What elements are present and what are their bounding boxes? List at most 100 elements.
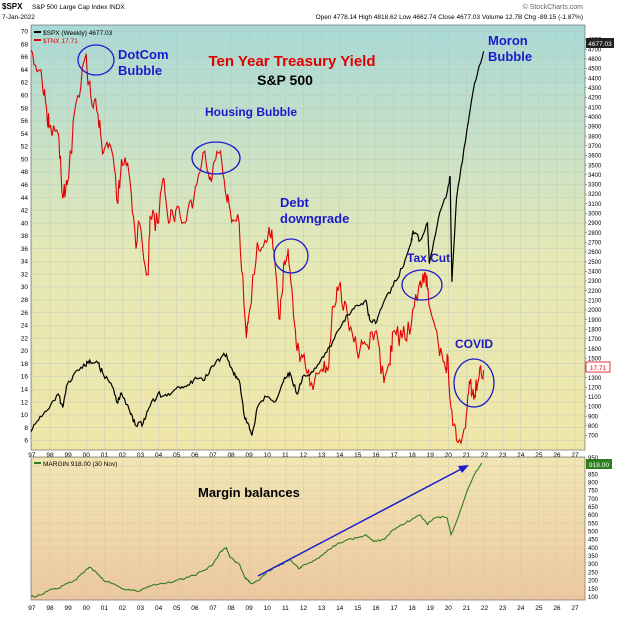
right-tick-label: 1500 [588,356,602,362]
margin-grid [31,457,585,600]
bottom-x-tick-label: 16 [372,605,380,612]
bottom-x-tick-label: 22 [481,605,489,612]
left-tick-label: 68 [21,41,29,48]
margin-right-tick-label: 700 [588,497,599,503]
left-tick-label: 52 [21,144,29,151]
x-tick-label: 25 [535,452,543,459]
tnx-last-badge-box [585,361,611,373]
bottom-x-tick-label: 11 [282,605,289,612]
x-tick-label: 17 [390,452,398,459]
annotation-debt-circle [273,238,309,274]
left-tick-label: 50 [21,156,29,163]
right-axis: 7008009001000110012001300140015001600170… [585,38,602,440]
tnx-last-badge-text: 17.71 [590,365,607,372]
left-tick-label: 64 [21,67,29,74]
bottom-x-tick-label: 05 [173,605,181,612]
left-tick-label: 24 [21,323,29,330]
right-tick-label: 1800 [588,327,602,333]
x-tick-label: 15 [354,452,362,459]
bottom-x-tick-label: 14 [336,605,344,612]
margin-right-tick-label: 350 [588,554,599,560]
header-date: 7-Jan-2022 [2,14,35,21]
left-axis: 6810121416182022242628303234363840424446… [21,29,29,445]
right-tick-label: 3200 [588,192,602,198]
left-tick-label: 22 [21,335,29,342]
left-tick-label: 56 [21,118,29,125]
annotation-covid-label: COVID [455,337,493,351]
x-tick-label: 01 [101,452,109,459]
margin-legend: MARGIN 918.00 (30 Nov) [34,461,117,468]
annotation-dotcom: DotCom Bubble [77,44,169,78]
left-tick-label: 10 [21,412,29,419]
right-tick-label: 2100 [588,298,602,304]
right-tick-label: 2800 [588,231,602,237]
left-tick-label: 34 [21,259,29,266]
left-tick-label: 20 [21,348,29,355]
left-tick-label: 54 [21,131,29,138]
right-tick-label: 3700 [588,144,602,150]
right-tick-label: 3500 [588,163,602,169]
bottom-x-tick-label: 19 [427,605,435,612]
right-tick-label: 4100 [588,105,602,111]
bottom-x-tick-label: 24 [517,605,525,612]
left-tick-label: 46 [21,182,29,189]
right-tick-label: 2000 [588,308,602,314]
right-tick-label: 1000 [588,405,602,411]
right-tick-label: 3600 [588,154,602,160]
main-legend: $SPX (Weekly) 4677.03 $TNX 17.71 [34,30,113,45]
right-tick-label: 2600 [588,250,602,256]
left-tick-label: 32 [21,271,29,278]
x-tick-label: 16 [372,452,380,459]
header-brand: © StockCharts.com [523,3,584,11]
legend-margin: MARGIN 918.00 (30 Nov) [43,461,117,468]
left-tick-label: 58 [21,105,29,112]
left-tick-label: 26 [21,310,29,317]
header-description: S&P 500 Large Cap Index INDX [32,4,125,11]
bottom-x-tick-label: 13 [318,605,326,612]
annotation-dotcom-line1: DotCom [118,47,169,62]
bottom-x-tick-label: 98 [46,605,54,612]
spx-last-badge-text: 4677.03 [588,41,612,48]
annotation-taxcut-circle [401,269,443,301]
bottom-x-tick-label: 97 [28,605,36,612]
main-panel-background [30,24,586,451]
title-sp500: S&P 500 [257,72,313,88]
right-tick-label: 2700 [588,241,602,247]
right-tick-label: 2500 [588,260,602,266]
x-tick-label: 02 [119,452,127,459]
x-tick-label: 24 [517,452,525,459]
left-tick-label: 66 [21,54,29,61]
margin-right-tick-label: 750 [588,489,599,495]
right-tick-label: 700 [588,434,599,440]
margin-right-tick-label: 850 [588,472,599,478]
margin-series-line [30,462,483,598]
left-tick-label: 62 [21,80,29,87]
spx-series-line [30,51,485,436]
x-tick-label: 04 [155,452,163,459]
x-tick-label: 22 [481,452,489,459]
annotation-housing-circle [191,141,241,175]
x-tick-label: 12 [300,452,308,459]
bottom-x-tick-label: 03 [137,605,145,612]
right-tick-label: 4200 [588,96,602,102]
x-tick-label: 09 [246,452,254,459]
left-tick-label: 28 [21,297,29,304]
margin-right-tick-label: 100 [588,595,599,601]
left-tick-label: 40 [21,220,29,227]
left-tick-label: 36 [21,246,29,253]
x-tick-label: 99 [64,452,72,459]
margin-right-tick-label: 500 [588,530,599,536]
margin-annotation-label: Margin balances [198,485,300,500]
right-tick-label: 1700 [588,337,602,343]
margin-panel-background [30,456,586,601]
annotation-dotcom-circle [77,44,115,76]
bottom-x-tick-label: 20 [445,605,453,612]
annotation-taxcut-label: Tax Cut [407,251,450,265]
margin-right-tick-label: 550 [588,521,599,527]
spx-last-badge-box [586,38,614,48]
left-tick-label: 12 [21,399,29,406]
right-tick-label: 4700 [588,47,602,53]
right-tick-label: 4500 [588,67,602,73]
right-tick-label: 1900 [588,318,602,324]
